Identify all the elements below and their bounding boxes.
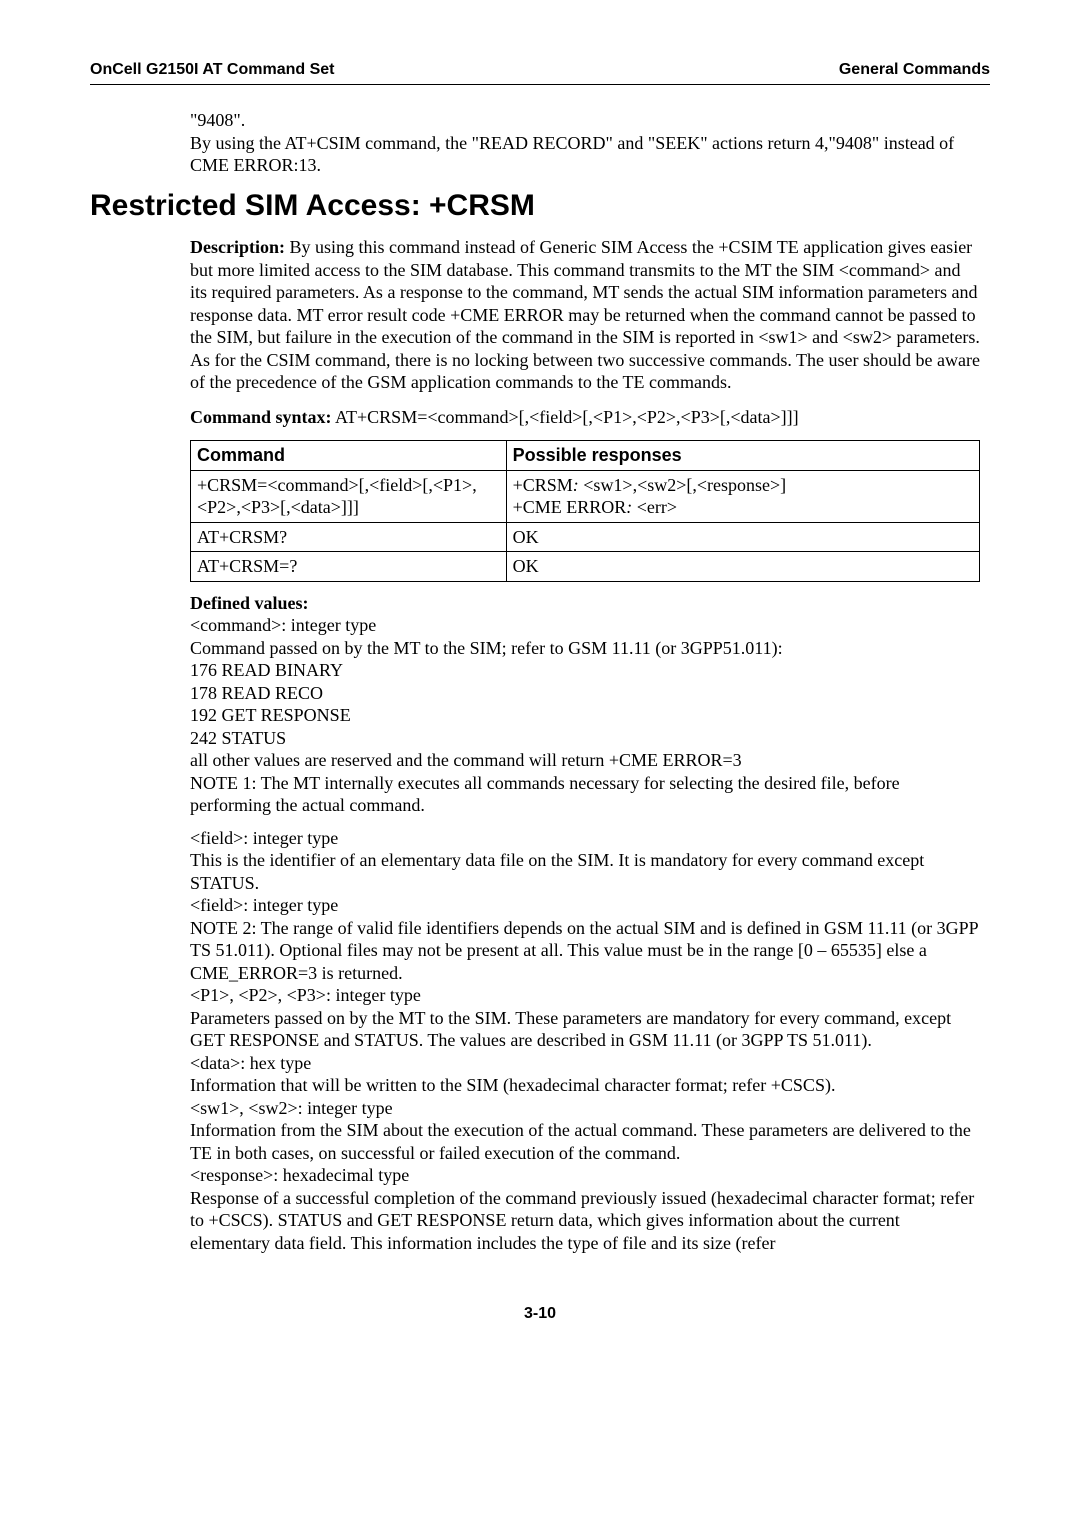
description-para: Description: By using this command inste…	[190, 236, 980, 394]
content-block: Description: By using this command inste…	[190, 236, 980, 1254]
dv-line: NOTE 2: The range of valid file identifi…	[190, 917, 980, 985]
page-header: OnCell G2150I AT Command Set General Com…	[90, 60, 990, 80]
section-title: Restricted SIM Access: +CRSM	[90, 187, 990, 225]
intro-line-1: "9408".	[190, 109, 980, 132]
resp-cme: +CME ERROR	[513, 497, 627, 517]
dv-line: Response of a successful completion of t…	[190, 1187, 980, 1255]
dv-line: all other values are reserved and the co…	[190, 749, 980, 772]
dv-line: Information that will be written to the …	[190, 1074, 980, 1097]
syntax-label: Command syntax:	[190, 407, 332, 427]
page-number: 3-10	[90, 1304, 990, 1324]
dv-line: <P1>, <P2>, <P3>: integer type	[190, 984, 980, 1007]
defined-values-label: Defined values:	[190, 592, 980, 615]
cell-resp-1: +CRSM: <sw1>,<sw2>[,<response>] +CME ERR…	[506, 470, 979, 522]
th-responses: Possible responses	[506, 441, 979, 471]
cell-resp-3: OK	[506, 552, 979, 582]
dv-line: 192 GET RESPONSE	[190, 704, 980, 727]
dv-line: 178 READ RECO	[190, 682, 980, 705]
description-label: Description:	[190, 237, 285, 257]
table-row: AT+CRSM=? OK	[191, 552, 980, 582]
dv-line: Parameters passed on by the MT to the SI…	[190, 1007, 980, 1052]
resp-cme-tail: <err>	[632, 497, 677, 517]
dv-line: <sw1>, <sw2>: integer type	[190, 1097, 980, 1120]
cell-cmd-3: AT+CRSM=?	[191, 552, 507, 582]
header-left: OnCell G2150I AT Command Set	[90, 60, 335, 80]
cell-cmd-2: AT+CRSM?	[191, 522, 507, 552]
syntax-text: AT+CRSM=<command>[,<field>[,<P1>,<P2>,<P…	[332, 407, 799, 427]
dv-line: 176 READ BINARY	[190, 659, 980, 682]
table-row: AT+CRSM? OK	[191, 522, 980, 552]
cell-cmd-1: +CRSM=<command>[,<field>[,<P1>,<P2>,<P3>…	[191, 470, 507, 522]
dv-line: NOTE 1: The MT internally executes all c…	[190, 772, 980, 817]
header-rule	[90, 84, 990, 85]
table-row: +CRSM=<command>[,<field>[,<P1>,<P2>,<P3>…	[191, 470, 980, 522]
dv-line: <data>: hex type	[190, 1052, 980, 1075]
intro-block: "9408". By using the AT+CSIM command, th…	[190, 109, 980, 177]
syntax-para: Command syntax: AT+CRSM=<command>[,<fiel…	[190, 406, 980, 429]
resp-crsm-tail: <sw1>,<sw2>[,<response>]	[579, 475, 786, 495]
dv-line: This is the identifier of an elementary …	[190, 849, 980, 894]
cell-resp-2: OK	[506, 522, 979, 552]
resp-crsm: +CRSM	[513, 475, 573, 495]
dv-line: 242 STATUS	[190, 727, 980, 750]
dv-line: Information from the SIM about the execu…	[190, 1119, 980, 1164]
th-command: Command	[191, 441, 507, 471]
table-header-row: Command Possible responses	[191, 441, 980, 471]
intro-line-2: By using the AT+CSIM command, the "READ …	[190, 132, 980, 177]
header-right: General Commands	[839, 60, 990, 80]
dv-line: <response>: hexadecimal type	[190, 1164, 980, 1187]
dv-line: <field>: integer type	[190, 827, 980, 850]
dv-line: <command>: integer type	[190, 614, 980, 637]
dv-line: <field>: integer type	[190, 894, 980, 917]
description-text: By using this command instead of Generic…	[190, 237, 980, 392]
command-table: Command Possible responses +CRSM=<comman…	[190, 440, 980, 582]
dv-line: Command passed on by the MT to the SIM; …	[190, 637, 980, 660]
